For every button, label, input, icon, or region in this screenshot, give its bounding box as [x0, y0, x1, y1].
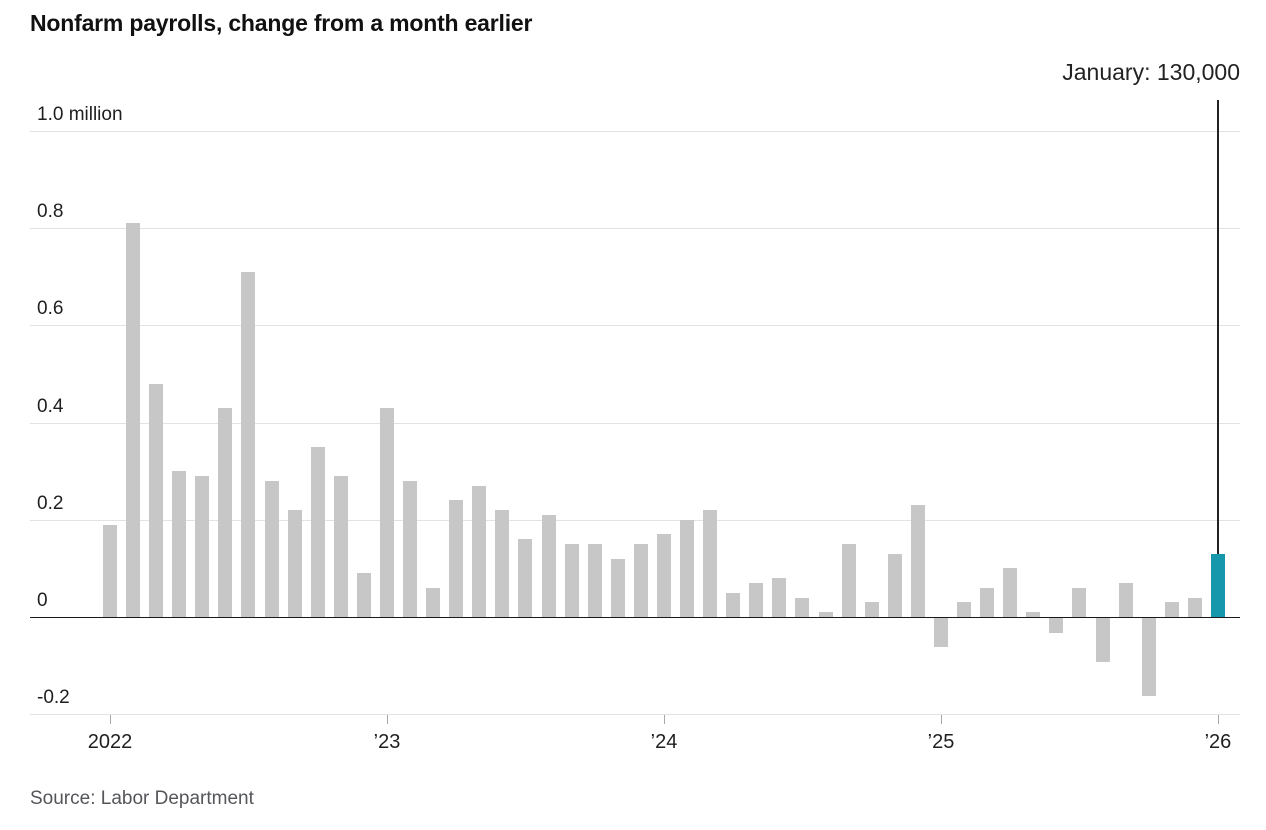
bar [587, 544, 602, 617]
x-axis-label: ’24 [650, 731, 678, 753]
bar [264, 480, 279, 617]
x-axis-label: ’25 [927, 731, 955, 753]
bar [287, 510, 302, 617]
bar [680, 519, 695, 617]
bar [172, 471, 187, 617]
bar [656, 534, 671, 617]
bar [980, 587, 995, 617]
bar [218, 408, 233, 617]
source-note: Source: Labor Department [30, 788, 254, 809]
bar [1003, 568, 1018, 617]
y-axis-label: 0.2 [37, 492, 64, 514]
bar [795, 597, 810, 617]
bar [449, 500, 464, 617]
x-axis-tick [1217, 715, 1219, 724]
bar [910, 505, 925, 617]
bar [1049, 618, 1064, 633]
gridline [30, 228, 1240, 230]
bar [495, 510, 510, 617]
bar [241, 271, 256, 617]
bar [379, 408, 394, 617]
bar [610, 558, 625, 617]
bar [749, 582, 764, 617]
bar [472, 485, 487, 617]
bar [518, 539, 533, 617]
y-axis-label: 0 [37, 590, 48, 611]
chart-title: Nonfarm payrolls, change from a month ea… [30, 10, 533, 36]
bar [864, 602, 879, 617]
plot-area: 1.0 million 0.8 0.6 0.4 0.2 0 -0.2 2022 ’23 ’24 ’2… [30, 100, 1240, 753]
bar [1164, 602, 1179, 617]
bar [564, 544, 579, 617]
x-axis-label: ’23 [373, 731, 401, 753]
bar [333, 476, 348, 617]
bar [195, 476, 210, 617]
annotation-callout-line [1217, 100, 1219, 554]
bar [310, 446, 325, 617]
x-axis-tick [386, 715, 388, 724]
bar [356, 573, 371, 617]
x-axis-tick [663, 715, 665, 724]
bar [1118, 582, 1133, 617]
bar [1072, 587, 1087, 617]
x-axis-tick [940, 715, 942, 724]
x-axis-label: ’26 [1204, 731, 1232, 753]
bar [1026, 612, 1041, 617]
bar [633, 544, 648, 617]
zero-baseline [30, 617, 1240, 618]
bar [1187, 597, 1202, 617]
bar [126, 223, 141, 617]
bar [957, 602, 972, 617]
highlight-bar [1210, 553, 1225, 617]
bar [887, 553, 902, 617]
x-axis-label: 2022 [87, 731, 133, 753]
bar [703, 510, 718, 617]
annotation-label: January: 130,000 [1062, 59, 1240, 85]
gridline [30, 714, 1240, 716]
bar [426, 587, 441, 617]
bar [1141, 618, 1156, 696]
bar [933, 618, 948, 648]
bar [149, 383, 164, 617]
gridline [30, 325, 1240, 327]
bar [403, 480, 418, 617]
bar [1095, 618, 1110, 662]
bar [772, 578, 787, 617]
y-axis-label: 1.0 million [37, 104, 123, 125]
bar [103, 524, 117, 617]
y-axis-label: 0.6 [37, 298, 64, 320]
gridline [30, 519, 1240, 521]
bar [818, 612, 833, 617]
x-axis-tick [110, 715, 111, 724]
bar [726, 592, 741, 617]
y-axis-label: 0.8 [37, 201, 64, 223]
y-axis-label: 0.4 [37, 395, 64, 417]
bar [541, 514, 556, 617]
y-axis-label: -0.2 [37, 687, 70, 709]
gridline [30, 131, 1240, 132]
gridline [30, 422, 1240, 424]
bar [841, 544, 856, 617]
